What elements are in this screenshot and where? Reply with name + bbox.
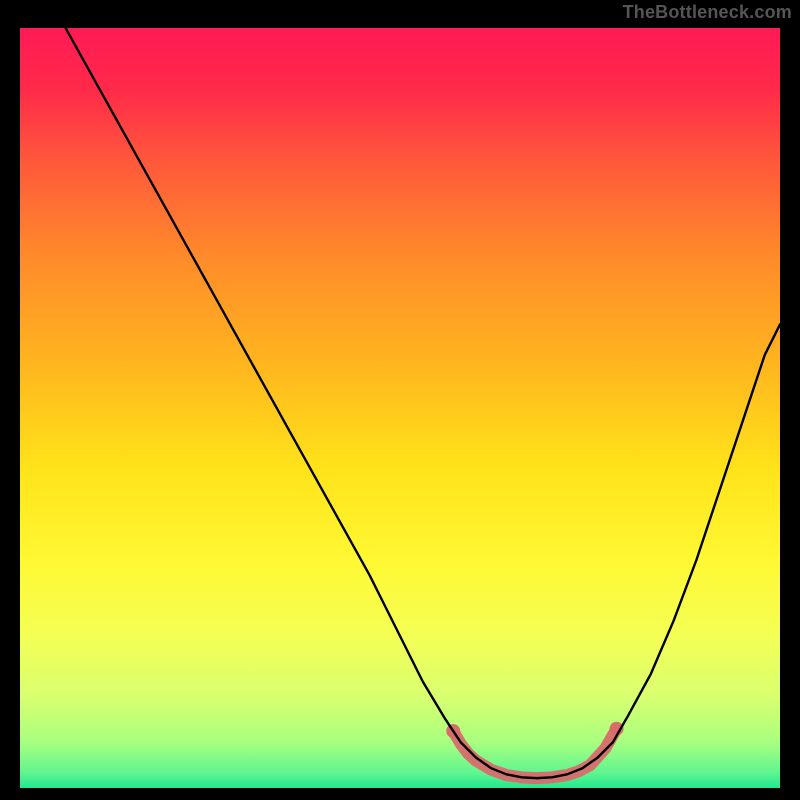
bottleneck-curve	[20, 28, 780, 788]
optimal-range-marker	[453, 729, 616, 778]
watermark-text: TheBottleneck.com	[623, 2, 792, 23]
plot-area	[20, 28, 780, 788]
bottleneck-line	[66, 28, 780, 778]
